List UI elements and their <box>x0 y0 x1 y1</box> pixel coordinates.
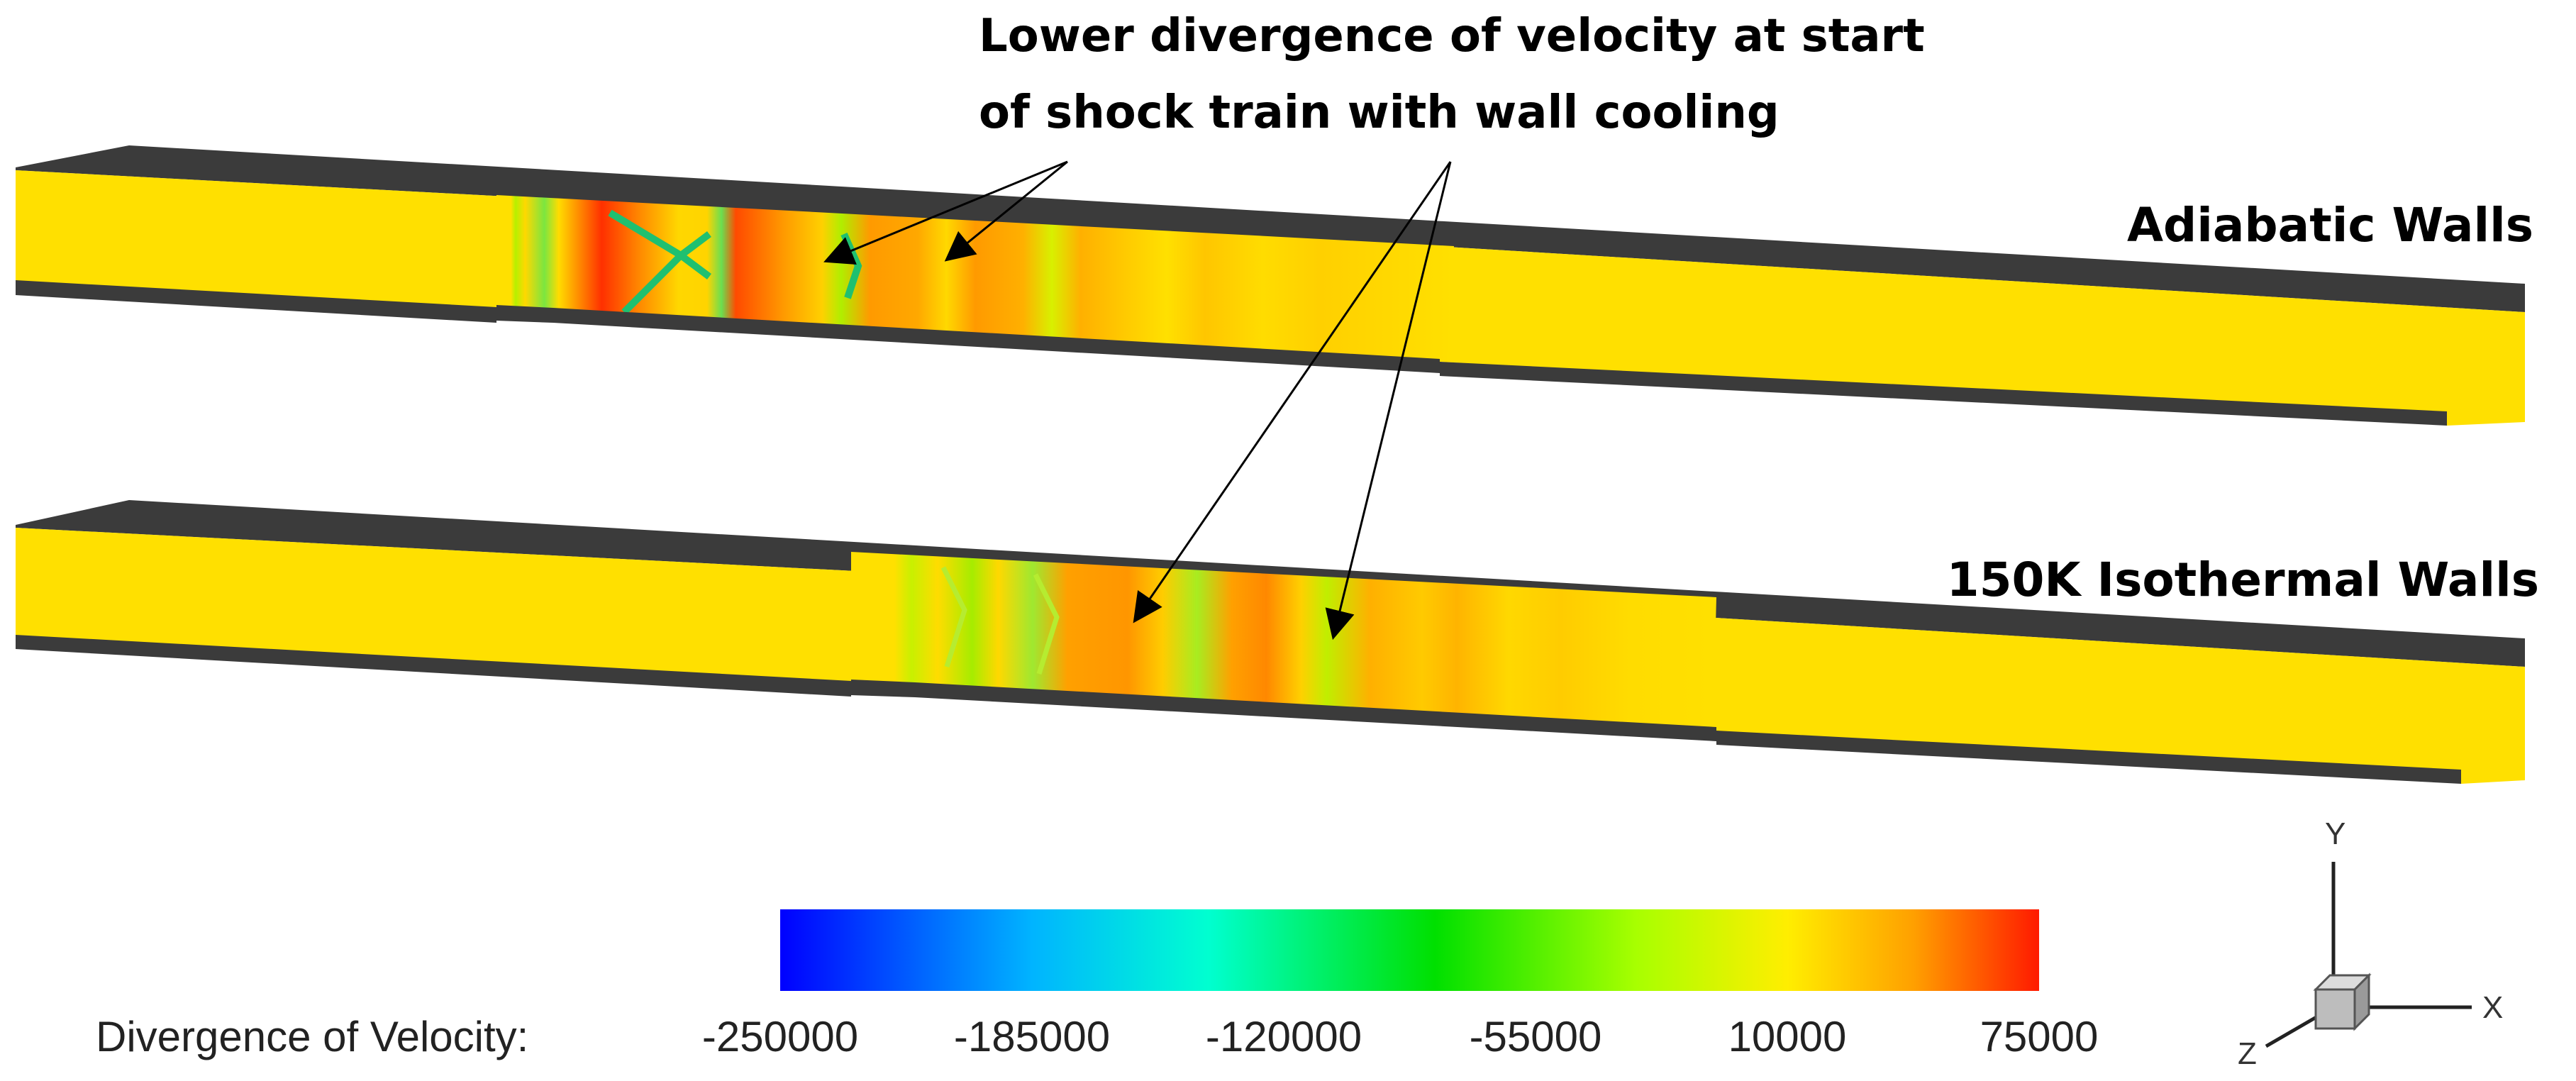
adiabatic-bottom-wall-2 <box>496 305 553 323</box>
colorbar-tick-label: 75000 <box>1980 1013 2099 1060</box>
isothermal-bottom-wall-3 <box>915 682 1716 741</box>
annotation-line-1: Lower divergence of velocity at start <box>979 10 1925 62</box>
z-axis-label: Z <box>2238 1036 2257 1071</box>
annotation-line-2: of shock train with wall cooling <box>979 87 1780 139</box>
adiabatic-bottom-wall-1 <box>16 280 496 323</box>
colorbar-tick-label: 10000 <box>1728 1013 1847 1060</box>
isothermal-end-face <box>2461 667 2525 784</box>
label-isothermal-walls: 150K Isothermal Walls <box>1947 553 2539 607</box>
colorbar-tick-label: -120000 <box>1206 1013 1362 1060</box>
arrow-adiabatic-1 <box>823 160 1068 265</box>
colorbar-ticks: -250000 -185000 -120000 -55000 10000 75000 <box>702 1013 2099 1060</box>
isothermal-weak-shocks <box>940 566 1060 675</box>
colorbar-title: Divergence of Velocity: <box>96 1013 528 1060</box>
colorbar-gradient <box>780 909 2039 991</box>
arrow-isothermal-1 <box>1133 161 1452 623</box>
adiabatic-bottom-wall-4 <box>1440 362 2447 426</box>
arrow-adiabatic-2 <box>944 160 1068 262</box>
colorbar-tick-label: -55000 <box>1470 1013 1602 1060</box>
x-axis-label: X <box>2482 990 2503 1025</box>
adiabatic-top-wall <box>16 145 2525 312</box>
colorbar-tick-label: -250000 <box>702 1013 858 1060</box>
isothermal-duct <box>16 500 2525 784</box>
colorbar-tick-label: -185000 <box>954 1013 1110 1060</box>
adiabatic-bottom-wall-3 <box>553 308 1440 373</box>
isothermal-bottom-wall-2 <box>851 680 915 697</box>
adiabatic-duct <box>16 145 2525 426</box>
isothermal-bottom-wall-1 <box>16 635 851 697</box>
adiabatic-end-face <box>2447 312 2525 426</box>
isothermal-bottom-wall-4 <box>1716 731 2461 784</box>
label-adiabatic-walls: Adiabatic Walls <box>2127 198 2533 253</box>
axis-cube-icon <box>2313 972 2372 1031</box>
annotation-arrows <box>823 160 1452 641</box>
y-axis-label: Y <box>2325 816 2345 851</box>
arrow-isothermal-2 <box>1325 161 1452 641</box>
axis-triad: Y X Z <box>2238 816 2503 1071</box>
